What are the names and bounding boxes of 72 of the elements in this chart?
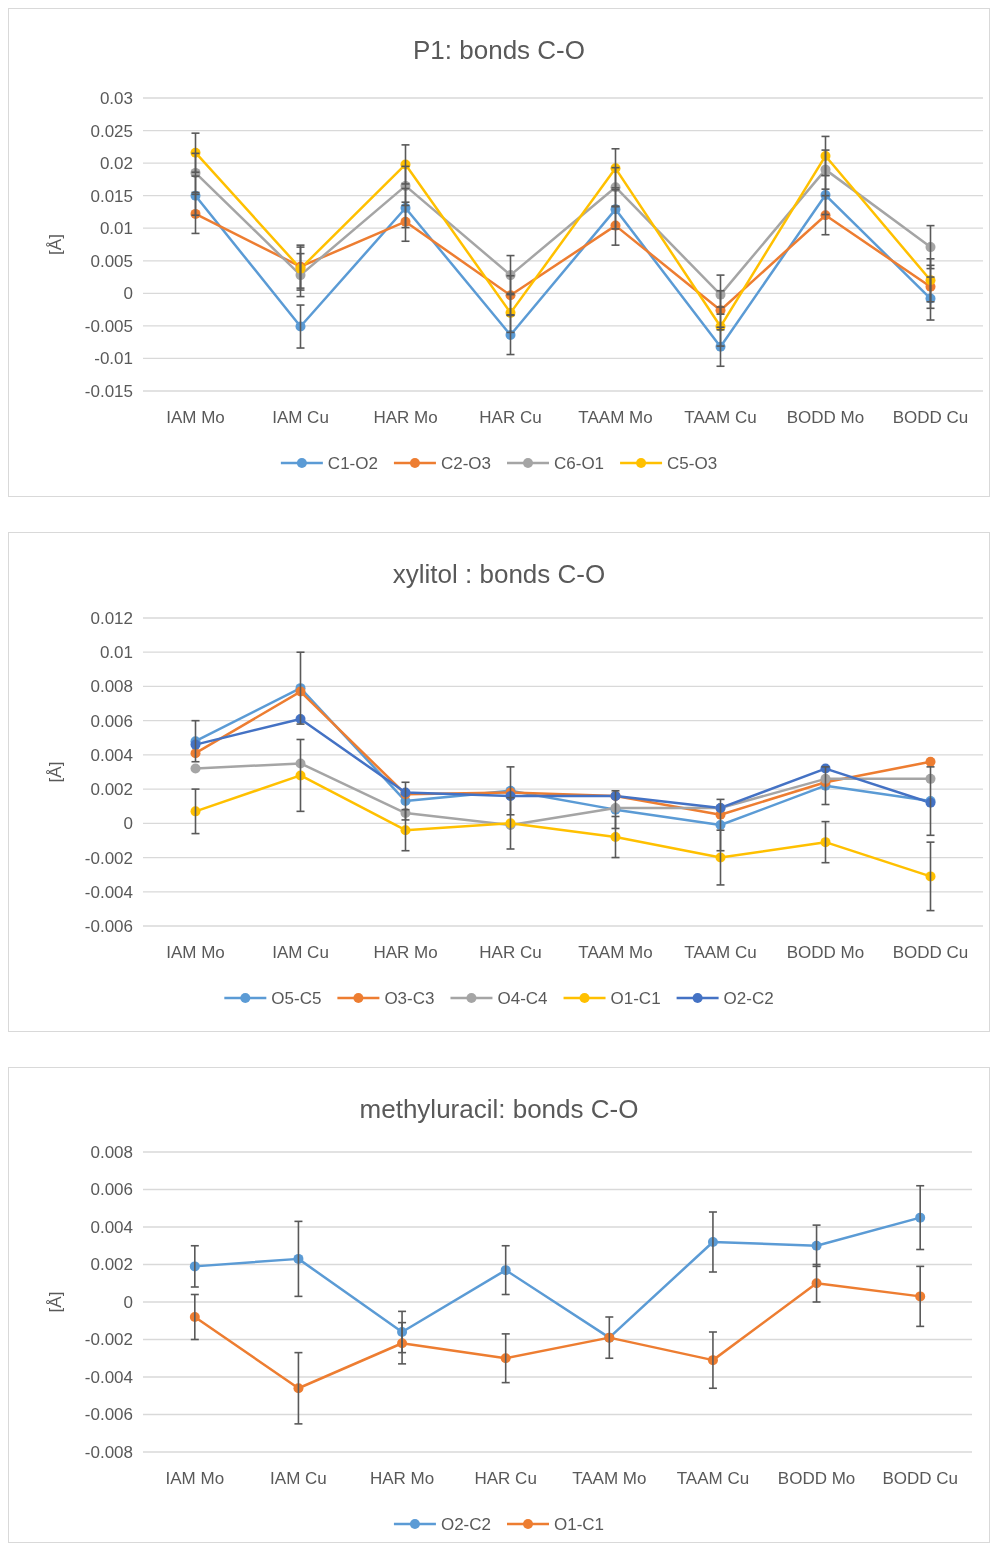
x-tick-label: BODD Cu (892, 943, 969, 962)
y-tick-label: 0.002 (90, 1255, 133, 1275)
y-tick-label: -0.008 (84, 1442, 133, 1462)
y-tick-label: -0.005 (84, 316, 133, 336)
y-tick-label: -0.004 (84, 1367, 133, 1387)
legend-label: O2-C2 (440, 1514, 492, 1534)
x-tick-label: TAAM Mo (572, 1469, 647, 1488)
x-tick-label: IAM Mo (166, 408, 225, 427)
y-tick-label: 0.004 (90, 1217, 133, 1237)
y-tick-label: -0.006 (84, 916, 133, 936)
legend-label: O5-C5 (271, 988, 322, 1008)
y-tick-label: 0.03 (99, 88, 133, 108)
y-tick-label: -0.004 (84, 882, 133, 902)
legend-label: O3-C3 (384, 988, 435, 1008)
y-tick-label: 0.02 (99, 154, 133, 174)
legend-label: C6-O1 (554, 453, 605, 473)
y-tick-label: 0.008 (90, 677, 133, 697)
y-tick-label: 0 (123, 1292, 133, 1312)
y-tick-label: -0.015 (84, 381, 133, 401)
x-tick-label: BODD Mo (786, 943, 865, 962)
y-axis-title: [Å] (45, 234, 65, 255)
y-tick-label: -0.002 (84, 1330, 133, 1350)
x-tick-label: TAAM Cu (684, 408, 757, 427)
legend-label: O1-C1 (554, 1514, 605, 1534)
x-tick-label: IAM Cu (270, 1469, 327, 1488)
x-tick-label: IAM Cu (272, 943, 329, 962)
x-tick-label: IAM Cu (272, 408, 329, 427)
y-axis-title: [Å] (45, 1291, 65, 1313)
y-tick-label: 0 (123, 284, 133, 304)
legend-label: O2-C2 (723, 988, 774, 1008)
y-tick-label: -0.006 (84, 1405, 133, 1425)
x-tick-label: BODD Cu (892, 408, 969, 427)
y-axis-title: [Å] (45, 761, 65, 783)
point (925, 756, 936, 767)
x-tick-label: BODD Mo (777, 1469, 856, 1488)
legend-label: C2-O3 (440, 453, 492, 473)
x-tick-label: TAAM Cu (684, 943, 757, 962)
y-tick-label: -0.002 (84, 848, 133, 868)
y-tick-label: 0.006 (90, 711, 133, 731)
point (190, 763, 201, 774)
legend-label: O1-C1 (610, 988, 661, 1008)
x-tick-label: BODD Cu (882, 1469, 958, 1488)
y-tick-label: 0 (123, 814, 133, 834)
legend-label: C1-O2 (327, 453, 378, 473)
x-tick-label: IAM Mo (166, 943, 225, 962)
legend-label: O4-C4 (497, 988, 548, 1008)
y-tick-label: 0.006 (90, 1180, 133, 1200)
x-tick-label: IAM Mo (165, 1469, 225, 1488)
chart-title: P1: bonds C-O (413, 35, 585, 65)
x-tick-label: HAR Cu (479, 943, 542, 962)
chart-title: xylitol : bonds C-O (392, 559, 606, 589)
x-tick-label: HAR Mo (373, 943, 438, 962)
legend-label: C5-O3 (667, 453, 718, 473)
y-tick-label: 0.012 (90, 608, 133, 628)
x-tick-label: TAAM Cu (676, 1469, 750, 1488)
y-tick-label: -0.01 (94, 349, 133, 369)
y-tick-label: 0.015 (90, 186, 133, 206)
y-tick-label: 0.004 (90, 745, 133, 765)
chart-title: methyluracil: bonds C-O (359, 1094, 639, 1124)
x-tick-label: TAAM Mo (578, 943, 653, 962)
y-tick-label: 0.002 (90, 780, 133, 800)
y-tick-label: 0.025 (90, 121, 133, 141)
x-tick-label: HAR Mo (369, 1469, 435, 1488)
y-tick-label: 0.005 (90, 251, 133, 271)
y-tick-label: 0.01 (99, 643, 133, 663)
x-tick-label: HAR Cu (479, 408, 542, 427)
x-tick-label: HAR Cu (474, 1469, 537, 1488)
y-tick-label: 0.01 (99, 219, 133, 239)
y-tick-label: 0.008 (90, 1142, 133, 1162)
x-tick-label: TAAM Mo (578, 408, 653, 427)
x-tick-label: HAR Mo (373, 408, 438, 427)
x-tick-label: BODD Mo (786, 408, 865, 427)
